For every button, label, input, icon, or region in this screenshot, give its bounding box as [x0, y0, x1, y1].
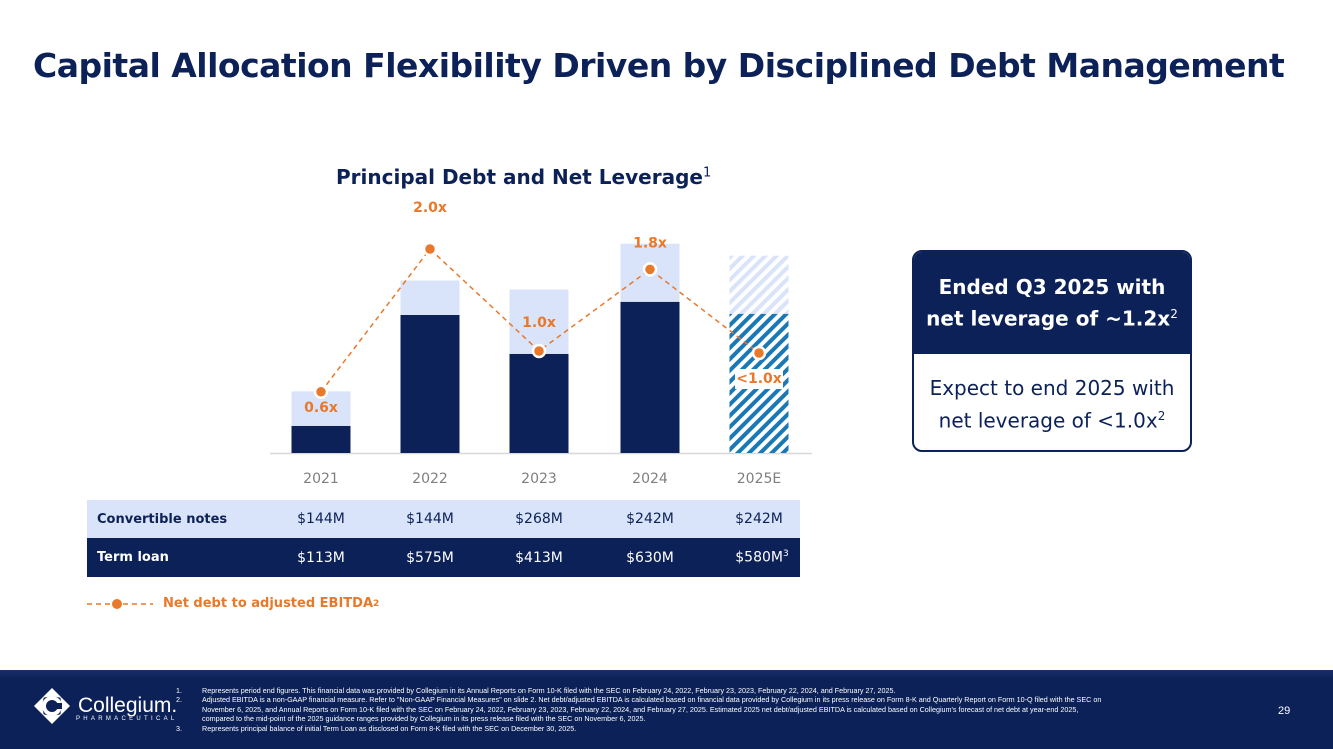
legend-label: Net debt to adjusted EBITDA — [163, 596, 374, 611]
leverage-point — [531, 343, 547, 359]
row-label: Term loan — [97, 550, 169, 565]
footnote-ref: 2 — [1170, 306, 1178, 321]
leverage-label: 2.0x — [413, 200, 447, 216]
logo-mark-icon — [34, 688, 70, 724]
footer: Collegium. PHARMACEUTICAL 1. Represents p… — [0, 670, 1333, 749]
table-cell: $113M — [297, 549, 345, 566]
leverage-label: 0.6x — [304, 400, 338, 416]
table-cell: $144M — [297, 511, 345, 527]
x-tick-label: 2024 — [632, 471, 668, 487]
row-label: Convertible notes — [97, 511, 228, 527]
footnote: 3. Represents principal balance of initia… — [176, 724, 1106, 733]
table-cell: $630M — [626, 549, 674, 566]
table-cell: $144M — [406, 511, 454, 527]
footnote-text: Represents principal balance of initial … — [202, 723, 577, 733]
footnotes: 1. Represents period end figures. This fi… — [176, 686, 1106, 733]
bar-term-loan — [291, 425, 351, 453]
footnote-text: Adjusted EBITDA is a non-GAAP financial … — [202, 695, 1102, 724]
table-cell: $413M — [515, 549, 563, 566]
callout-body: Expect to end 2025 with net leverage of <… — [914, 354, 1190, 435]
footnote-text: Represents period end figures. This fina… — [202, 686, 896, 695]
footnote-number: 1. — [176, 686, 182, 695]
leverage-point — [751, 345, 767, 361]
table-cell: $268M — [515, 511, 563, 527]
footnote: 1. Represents period end figures. This fi… — [176, 686, 1106, 695]
collegium-logo: Collegium. PHARMACEUTICAL — [32, 686, 177, 726]
callout-body-line: Expect to end 2025 with — [929, 376, 1175, 400]
leverage-callout: Ended Q3 2025 with net leverage of ~1.2x2… — [912, 250, 1192, 452]
footnote-number: 2. — [176, 695, 182, 705]
callout-body-line: net leverage of <1.0x — [938, 408, 1158, 433]
x-tick-label: 2022 — [412, 471, 448, 487]
bar-convertible-notes — [729, 255, 789, 314]
table-cell: $242M — [626, 511, 674, 527]
label-background — [735, 369, 783, 390]
leverage-point — [642, 262, 658, 277]
cell-value: $580M — [735, 549, 783, 566]
x-tick-label: 2025E — [737, 471, 781, 487]
page-number: 29 — [1278, 705, 1291, 717]
footnote-ref: 2 — [373, 598, 380, 609]
callout-header: Ended Q3 2025 with net leverage of ~1.2x2 — [914, 252, 1190, 354]
table-cell: $575M — [406, 549, 454, 566]
leverage-point — [422, 241, 438, 257]
leverage-label: <1.0x — [736, 371, 782, 387]
bar-convertible-notes — [400, 280, 460, 315]
footnote-ref: 2 — [1157, 409, 1166, 423]
logo-subtitle: PHARMACEUTICAL — [76, 716, 178, 722]
x-tick-label: 2023 — [521, 471, 557, 487]
footnote-ref: 3 — [782, 549, 789, 560]
footnote: 2. Adjusted EBITDA is a non-GAAP financia… — [176, 695, 1106, 723]
page-title: Capital Allocation Flexibility Driven by… — [33, 46, 1285, 85]
bar-term-loan — [400, 315, 460, 453]
x-tick-label: 2021 — [303, 471, 339, 487]
leverage-point — [313, 384, 329, 400]
bar-term-loan — [620, 301, 680, 453]
chart-title-text: Principal Debt and Net Leverage — [336, 165, 703, 189]
bar-convertible-notes — [509, 289, 569, 354]
logo-name: Collegium. — [78, 694, 178, 717]
debt-table: Convertible notes $144M $144M $268M $242… — [87, 500, 800, 577]
chart-title: Principal Debt and Net Leverage1 — [336, 165, 711, 189]
dashed-line-dot-icon — [87, 598, 153, 609]
table-row-term-loan: Term loan $113M $575M $413M $630M $580M3 — [87, 538, 800, 577]
bar-term-loan — [509, 353, 569, 453]
leverage-label: 1.8x — [633, 235, 667, 251]
footnote-ref: 1 — [702, 165, 712, 181]
legend: Net debt to adjusted EBITDA 2 — [87, 596, 379, 611]
leverage-label: 1.0x — [522, 315, 556, 331]
table-row-convertible-notes: Convertible notes $144M $144M $268M $242… — [87, 500, 800, 538]
callout-header-line: Ended Q3 2025 with — [938, 274, 1166, 299]
table-cell: $580M3 — [735, 549, 788, 566]
footnote-number: 3. — [176, 723, 182, 733]
debt-leverage-chart: 0.6x 2.0x 1.0x 1.8x <1.0x 2021 2022 2023 2024 202… — [270, 200, 812, 487]
table-cell: $242M — [735, 511, 783, 527]
callout-header-line: net leverage of ~1.2x — [926, 306, 1171, 331]
